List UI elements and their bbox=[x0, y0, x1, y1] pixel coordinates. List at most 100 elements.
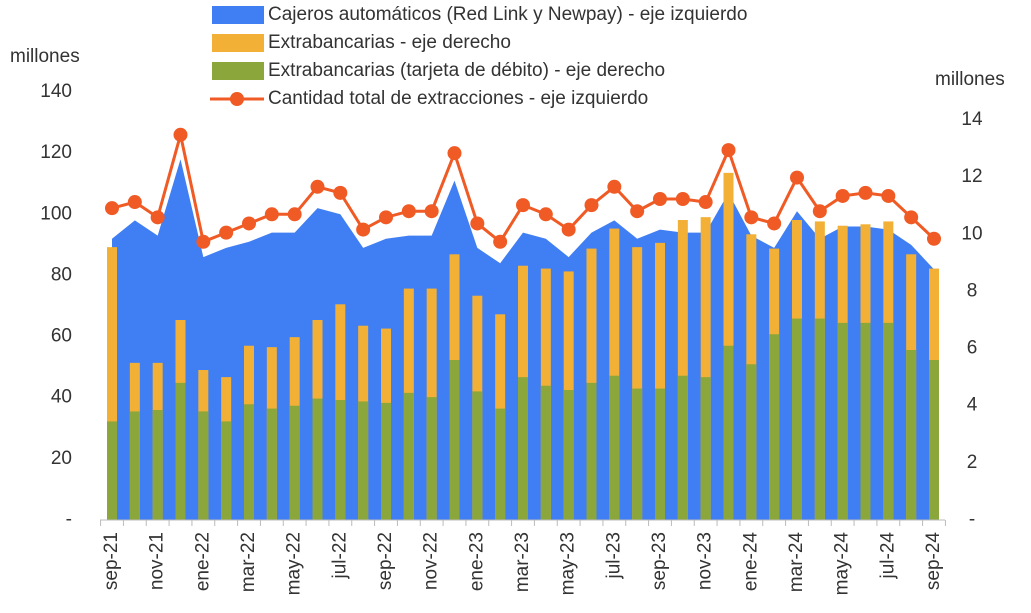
y-tick-label: - bbox=[66, 509, 72, 530]
bar bbox=[381, 402, 391, 520]
right-axis-unit: millones bbox=[935, 69, 1005, 90]
line-marker bbox=[127, 195, 142, 210]
bar bbox=[883, 322, 894, 520]
line-marker bbox=[424, 204, 439, 219]
bar bbox=[586, 382, 597, 520]
line-marker bbox=[333, 185, 348, 200]
legend-label: Cantidad total de extracciones - eje izq… bbox=[268, 88, 648, 109]
line-marker bbox=[150, 210, 165, 225]
bar bbox=[723, 345, 734, 520]
bar bbox=[632, 247, 643, 520]
bar bbox=[700, 217, 711, 520]
bar bbox=[655, 242, 665, 520]
line-marker bbox=[675, 192, 690, 206]
bar bbox=[335, 400, 346, 520]
bar bbox=[609, 375, 620, 520]
bar bbox=[107, 421, 117, 520]
left-axis-unit: millones bbox=[10, 46, 80, 67]
line-marker bbox=[927, 231, 941, 246]
legend-swatch bbox=[212, 6, 264, 24]
x-tick-label: may-22 bbox=[284, 532, 305, 595]
bar bbox=[632, 388, 643, 520]
line-marker bbox=[310, 179, 325, 194]
y-tick-label: 100 bbox=[40, 203, 72, 224]
line-marker bbox=[242, 216, 256, 231]
line bbox=[111, 134, 936, 245]
x-tick-label: may-23 bbox=[558, 532, 579, 595]
bar bbox=[677, 375, 688, 520]
line-marker bbox=[904, 210, 919, 225]
line-marker bbox=[835, 188, 850, 203]
bar bbox=[929, 360, 939, 520]
line-marker bbox=[630, 204, 645, 219]
bar bbox=[449, 360, 460, 520]
x-tick-label: jul-24 bbox=[877, 532, 898, 580]
bar bbox=[198, 411, 209, 520]
y-tick-label: 60 bbox=[51, 326, 72, 347]
y-tick-label: 80 bbox=[51, 264, 72, 285]
bar bbox=[518, 377, 528, 520]
bar bbox=[472, 391, 483, 520]
line-marker bbox=[493, 234, 508, 249]
bar bbox=[358, 401, 369, 520]
x-tick-label: nov-22 bbox=[421, 532, 442, 590]
x-tick-label: sep-23 bbox=[649, 532, 670, 590]
legend-label: Cajeros automáticos (Red Link y Newpay) … bbox=[268, 4, 747, 25]
line-marker bbox=[538, 207, 553, 222]
line-marker bbox=[516, 198, 530, 213]
bar bbox=[860, 322, 871, 520]
y2-tick-label: 4 bbox=[967, 395, 978, 416]
y2-tick-label: 8 bbox=[967, 280, 978, 301]
line-marker bbox=[219, 225, 234, 240]
y-tick-label: 140 bbox=[40, 81, 72, 102]
legend-label: Extrabancarias (tarjeta de débito) - eje… bbox=[268, 60, 665, 81]
bar bbox=[175, 382, 186, 520]
legend-marker bbox=[230, 92, 244, 106]
line-marker bbox=[356, 222, 371, 237]
x-tick-label: ene-24 bbox=[740, 532, 761, 592]
bar bbox=[289, 405, 300, 520]
bar bbox=[563, 390, 574, 520]
line-marker bbox=[264, 207, 279, 222]
line-marker bbox=[196, 234, 211, 249]
line-marker bbox=[173, 127, 188, 142]
line-marker bbox=[881, 188, 896, 203]
x-tick-label: sep-21 bbox=[101, 532, 122, 590]
x-tick-label: mar-24 bbox=[786, 532, 807, 593]
bar bbox=[540, 385, 551, 520]
x-tick-label: jul-22 bbox=[329, 532, 350, 579]
line-marker bbox=[858, 185, 873, 200]
line-marker bbox=[287, 207, 302, 222]
x-tick-label: mar-22 bbox=[238, 532, 259, 592]
line-marker bbox=[767, 216, 782, 231]
y-tick-label: 20 bbox=[51, 448, 72, 469]
bar bbox=[837, 322, 848, 520]
line-marker bbox=[790, 170, 804, 185]
bar bbox=[312, 398, 323, 520]
legend-label: Extrabancarias - eje derecho bbox=[268, 32, 511, 53]
bar bbox=[129, 411, 140, 520]
y2-tick-label: 6 bbox=[967, 338, 978, 359]
line-marker bbox=[698, 195, 713, 210]
bar bbox=[769, 334, 780, 520]
y-tick-label: 120 bbox=[40, 142, 72, 163]
bar bbox=[244, 404, 254, 520]
line-marker bbox=[447, 146, 462, 161]
bar bbox=[746, 364, 757, 520]
bar bbox=[655, 388, 665, 520]
x-tick-label: jul-23 bbox=[603, 532, 624, 579]
x-tick-label: mar-23 bbox=[512, 532, 533, 592]
x-tick-label: may-24 bbox=[832, 532, 853, 596]
bar bbox=[700, 377, 711, 520]
bar bbox=[495, 408, 506, 520]
bar bbox=[403, 392, 414, 520]
line-marker bbox=[812, 204, 827, 219]
y-tick-label: 40 bbox=[51, 387, 72, 408]
x-tick-label: sep-24 bbox=[923, 532, 944, 591]
legend-swatch bbox=[212, 62, 264, 80]
bar bbox=[152, 410, 163, 520]
x-tick-label: ene-22 bbox=[192, 532, 213, 591]
bar bbox=[814, 318, 825, 520]
y2-tick-label: 12 bbox=[961, 166, 982, 187]
bar bbox=[609, 228, 620, 521]
